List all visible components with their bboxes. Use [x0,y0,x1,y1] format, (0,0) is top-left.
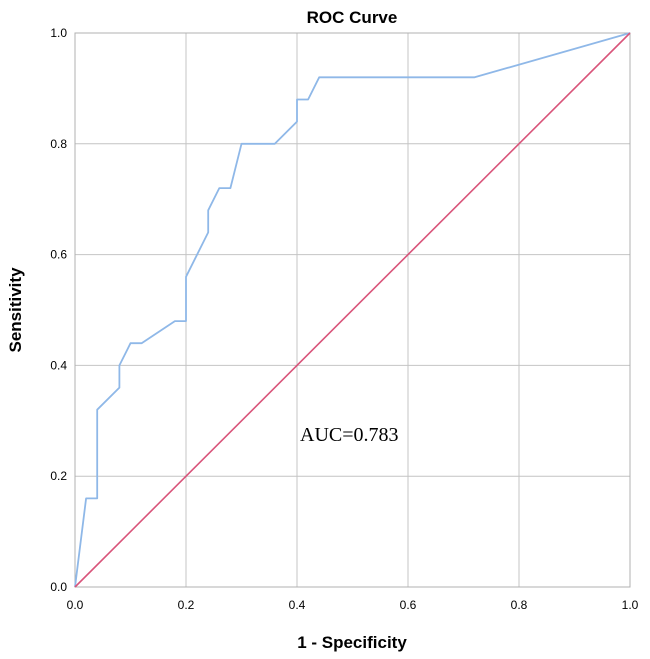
y-axis-ticks: 0.0 0.2 0.4 0.6 0.8 1.0 [50,26,67,594]
y-tick-label: 0.4 [50,358,67,372]
grid-lines [75,33,630,587]
x-tick-label: 0.6 [400,598,417,612]
roc-curve-line [74,32,631,588]
y-tick-label: 0.6 [50,248,67,262]
y-tick-label: 0.0 [50,580,67,594]
plot-frame [74,32,631,588]
series-lines [74,32,631,588]
y-axis-title: Sensitivity [6,267,25,353]
y-tick-label: 1.0 [50,26,67,40]
x-tick-label: 1.0 [622,598,639,612]
x-tick-label: 0.4 [289,598,306,612]
x-tick-label: 0.0 [67,598,84,612]
x-axis-ticks: 0.0 0.2 0.4 0.6 0.8 1.0 [67,598,639,612]
x-tick-label: 0.2 [178,598,195,612]
chart-title: ROC Curve [307,8,398,27]
x-tick-label: 0.8 [511,598,528,612]
y-tick-label: 0.2 [50,469,67,483]
auc-annotation: AUC=0.783 [300,424,399,446]
reference-diagonal-line [74,32,631,588]
x-axis-title: 1 - Specificity [297,633,407,652]
y-tick-label: 0.8 [50,137,67,151]
